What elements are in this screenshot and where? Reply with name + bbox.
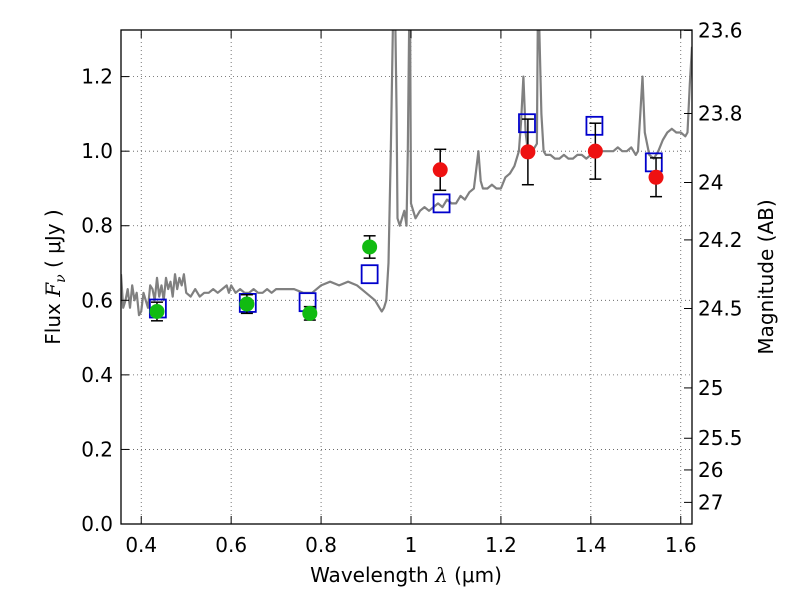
model-square-marker	[518, 113, 536, 134]
x-tick-label: 1.4	[575, 533, 607, 557]
right-tick-label: 24	[698, 170, 723, 194]
right-tick-label: 25.5	[698, 426, 743, 450]
data-point	[432, 162, 448, 178]
ticks: 0.4 0.6 0.8 1 1.2 1.4 1.6 0.0 0.2 0.4 0.6 0.8 1.0 1.2…	[81, 18, 742, 557]
y-tick-label: 0.8	[81, 214, 113, 238]
data-point	[149, 303, 165, 319]
right-tick-label: 24.2	[698, 228, 743, 252]
y-axis-title: Flux Fν ( μJy )	[41, 209, 69, 344]
right-axis-title: Magnitude (AB)	[754, 199, 778, 354]
right-tick-label: 27	[698, 490, 723, 514]
y-tick-label: 0.6	[81, 288, 113, 312]
data-point	[302, 305, 318, 321]
x-tick-label: 1.2	[485, 533, 517, 557]
y-tick-label: 1.0	[81, 139, 113, 163]
data-point	[520, 144, 536, 160]
model-square-marker	[360, 264, 379, 285]
model-square-marker	[432, 193, 451, 214]
right-tick-label: 25	[698, 376, 723, 400]
right-tick-label: 23.6	[698, 18, 743, 42]
x-tick-label: 0.4	[125, 533, 157, 557]
x-tick-label: 1	[405, 533, 418, 557]
right-tick-label: 26	[698, 458, 723, 482]
y-tick-label: 0.0	[81, 512, 113, 536]
x-axis-title: Wavelength λ (μm)	[310, 563, 502, 587]
data-point	[239, 296, 255, 312]
y-tick-label: 0.2	[81, 437, 113, 461]
y-tick-label: 1.2	[81, 65, 113, 89]
x-tick-label: 1.6	[665, 533, 697, 557]
plot-frame	[120, 29, 693, 525]
model-square-marker	[585, 115, 604, 136]
x-tick-label: 0.8	[305, 533, 337, 557]
data-layer	[121, 30, 692, 322]
plot-area	[121, 30, 692, 524]
right-tick-label: 24.5	[698, 297, 743, 321]
x-tick-label: 0.6	[215, 533, 247, 557]
data-point	[587, 143, 603, 159]
data-point	[648, 169, 664, 185]
data-point	[362, 239, 378, 255]
y-tick-label: 0.4	[81, 363, 113, 387]
right-tick-label: 23.8	[698, 102, 743, 126]
